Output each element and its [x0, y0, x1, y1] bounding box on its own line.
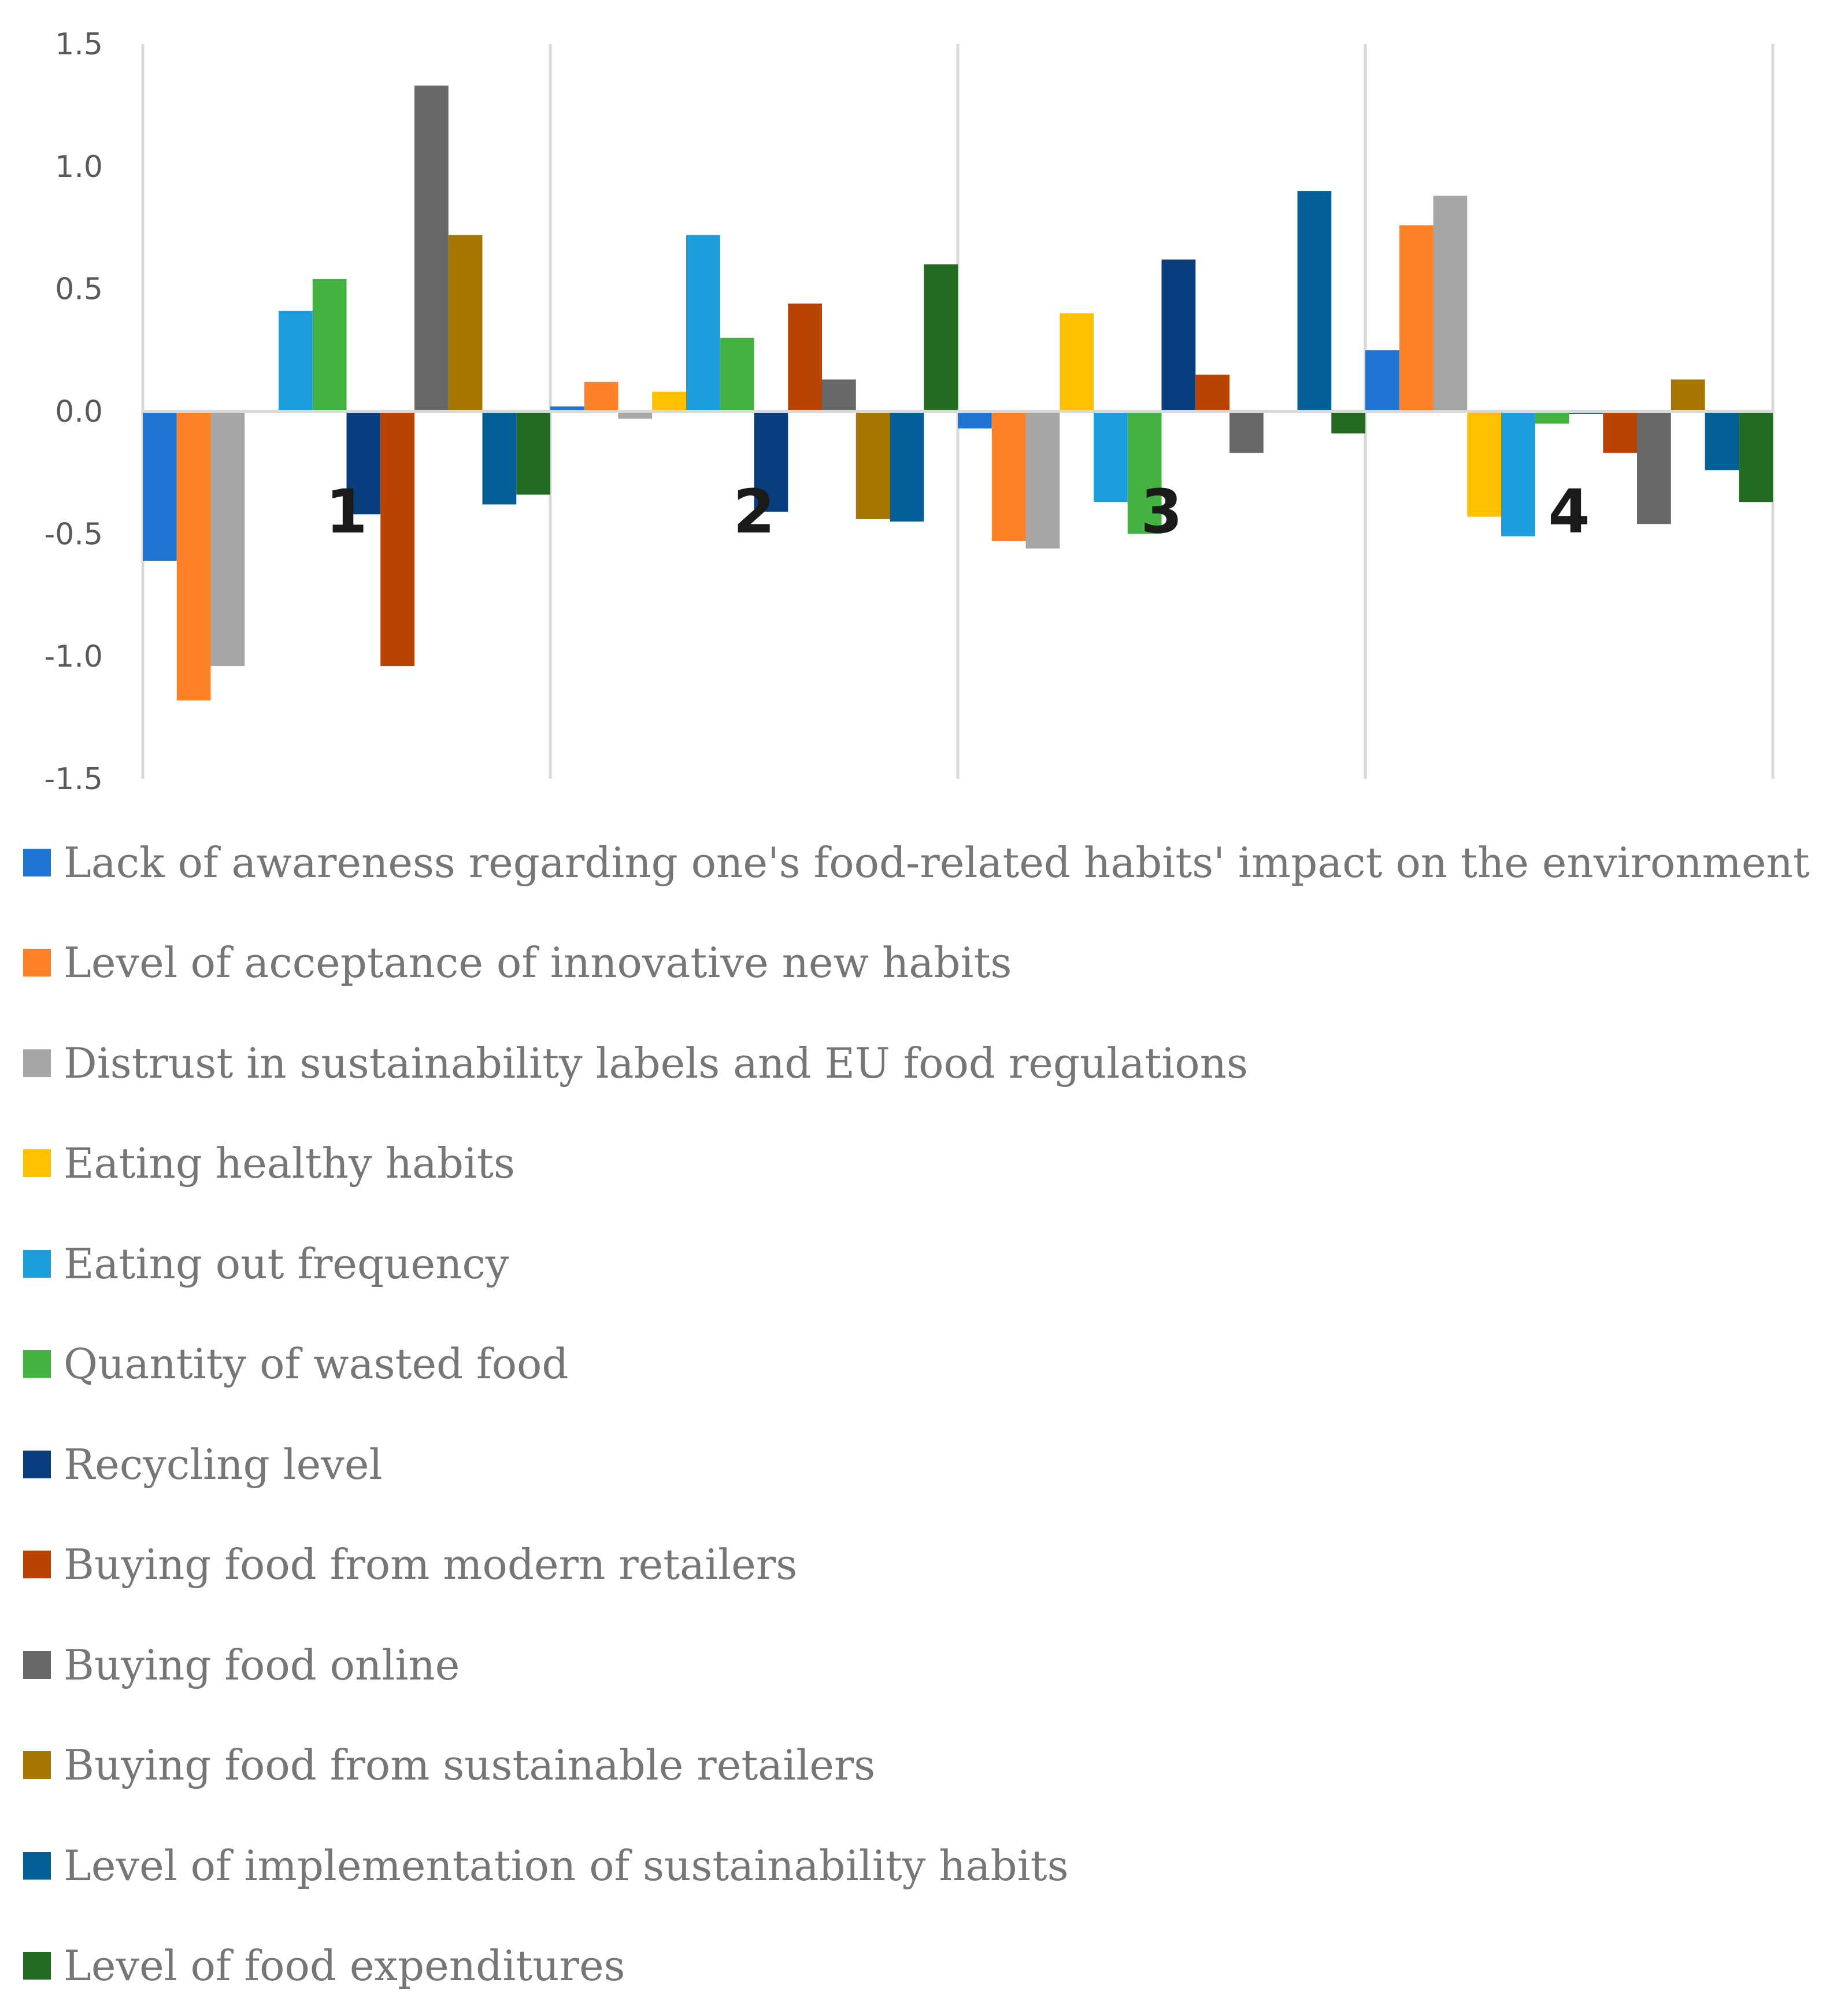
- legend-label: Level of food expenditures: [64, 1941, 625, 1990]
- legend-item: Buying food from modern retailers: [23, 1515, 1844, 1615]
- bar-cluster-4-series-5: [1501, 412, 1535, 537]
- bar-cluster-2-series-4: [652, 392, 686, 412]
- bar-cluster-1-series-3: [211, 412, 245, 667]
- bar-cluster-4-series-12: [1739, 412, 1773, 502]
- y-tick-label: -0.5: [45, 517, 103, 552]
- legend-item: Level of acceptance of innovative new ha…: [23, 913, 1844, 1013]
- legend-item: Eating out frequency: [23, 1214, 1844, 1314]
- y-tick-label: -1.0: [45, 639, 103, 674]
- legend-swatch: [23, 1551, 51, 1578]
- bar-cluster-1-series-1: [143, 412, 177, 561]
- bar-cluster-4-series-1: [1365, 350, 1399, 412]
- legend-label: Eating out frequency: [64, 1240, 509, 1288]
- legend-swatch: [23, 1049, 51, 1077]
- legend-label: Distrust in sustainability labels and EU…: [64, 1039, 1248, 1087]
- bar-cluster-1-series-9: [414, 86, 449, 411]
- y-tick-label: 0.5: [55, 272, 103, 307]
- legend-label: Level of acceptance of innovative new ha…: [64, 938, 1012, 987]
- bar-cluster-3-series-3: [1026, 412, 1060, 549]
- legend-swatch: [23, 849, 51, 876]
- legend-item: Level of food expenditures: [23, 1916, 1844, 2016]
- legend-swatch: [23, 1350, 51, 1378]
- bar-cluster-3-series-8: [1195, 375, 1229, 412]
- legend-item: Eating healthy habits: [23, 1114, 1844, 1214]
- bar-cluster-3-series-12: [1331, 412, 1365, 434]
- bar-cluster-2-series-9: [822, 379, 856, 411]
- bar-cluster-2-series-6: [720, 338, 754, 411]
- bar-cluster-3-series-5: [1094, 412, 1128, 502]
- legend-label: Eating healthy habits: [64, 1139, 515, 1188]
- bar-cluster-1-series-2: [177, 412, 211, 701]
- bar-cluster-4-series-11: [1705, 412, 1739, 471]
- bar-cluster-2-series-11: [890, 412, 924, 522]
- legend: Lack of awareness regarding one's food-r…: [23, 812, 1844, 2016]
- legend-swatch: [23, 1651, 51, 1679]
- legend-label: Buying food from modern retailers: [64, 1540, 797, 1589]
- legend-item: Buying food from sustainable retailers: [23, 1715, 1844, 1816]
- bar-chart: 1.5 1.0 0.5 0.0 -0.5 -1.0 -1.5 1 2 3 4: [0, 0, 1848, 809]
- legend-swatch: [23, 1451, 51, 1478]
- legend-swatch: [23, 1250, 51, 1278]
- bar-cluster-4-series-3: [1434, 196, 1468, 412]
- y-tick-label: -1.5: [45, 762, 103, 797]
- bar-cluster-2-series-10: [856, 412, 890, 519]
- bar-cluster-2-series-12: [924, 264, 958, 411]
- bar-cluster-1-series-11: [483, 412, 517, 505]
- legend-swatch: [23, 1149, 51, 1177]
- bar-cluster-2-series-2: [584, 382, 619, 412]
- bar-cluster-4-series-8: [1603, 412, 1637, 453]
- y-axis-tick-labels: 1.5 1.0 0.5 0.0 -0.5 -1.0 -1.5: [45, 27, 103, 797]
- bar-cluster-4-series-2: [1399, 225, 1434, 412]
- y-tick-label: 0.0: [55, 395, 103, 430]
- legend-label: Buying food from sustainable retailers: [64, 1741, 875, 1789]
- y-tick-label: 1.0: [55, 150, 103, 184]
- legend-item: Buying food online: [23, 1615, 1844, 1715]
- legend-item: Lack of awareness regarding one's food-r…: [23, 812, 1844, 913]
- bar-cluster-3-series-2: [992, 412, 1026, 542]
- bar-cluster-2-series-8: [788, 304, 822, 411]
- legend-label: Recycling level: [64, 1440, 383, 1489]
- bar-cluster-1-series-5: [279, 311, 313, 412]
- bar-cluster-3-series-9: [1229, 412, 1264, 453]
- cluster-label-4: 4: [1548, 476, 1590, 547]
- legend-label: Level of implementation of sustainabilit…: [64, 1841, 1069, 1890]
- bar-cluster-1-series-6: [313, 279, 347, 412]
- legend-item: Recycling level: [23, 1414, 1844, 1515]
- bar-cluster-3-series-1: [958, 412, 992, 429]
- legend-label: Buying food online: [64, 1641, 460, 1689]
- legend-swatch: [23, 1751, 51, 1779]
- bar-cluster-4-series-6: [1535, 412, 1569, 424]
- bar-cluster-4-series-4: [1467, 412, 1501, 517]
- legend-label: Lack of awareness regarding one's food-r…: [64, 838, 1810, 887]
- legend-swatch: [23, 949, 51, 976]
- bar-cluster-1-series-12: [516, 412, 550, 495]
- bar-cluster-3-series-4: [1060, 313, 1094, 411]
- cluster-label-1: 1: [325, 476, 367, 547]
- bar-cluster-4-series-9: [1637, 412, 1671, 524]
- bar-cluster-1-series-10: [449, 235, 483, 411]
- bar-cluster-3-series-11: [1298, 191, 1332, 411]
- cluster-label-2: 2: [733, 476, 775, 547]
- legend-label: Quantity of wasted food: [64, 1340, 569, 1388]
- legend-item: Quantity of wasted food: [23, 1314, 1844, 1415]
- legend-swatch: [23, 1952, 51, 1980]
- bar-cluster-1-series-8: [380, 412, 414, 667]
- bar-cluster-3-series-7: [1162, 260, 1196, 412]
- legend-item: Distrust in sustainability labels and EU…: [23, 1013, 1844, 1114]
- bar-cluster-2-series-5: [686, 235, 720, 411]
- legend-item: Level of implementation of sustainabilit…: [23, 1815, 1844, 1916]
- legend-swatch: [23, 1852, 51, 1880]
- y-tick-label: 1.5: [55, 27, 103, 62]
- bar-cluster-4-series-10: [1671, 379, 1705, 411]
- cluster-label-3: 3: [1140, 476, 1182, 547]
